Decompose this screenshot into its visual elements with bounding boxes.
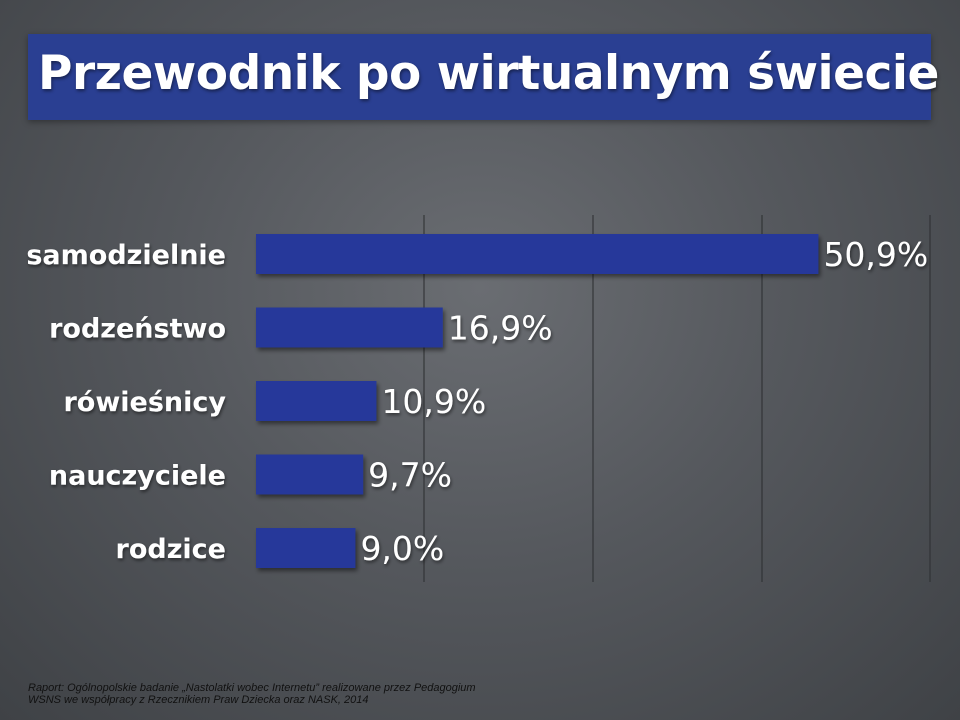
value-label: 9,7% [368,456,452,495]
value-label: 10,9% [381,382,486,421]
page-title: Przewodnik po wirtualnym świecie [38,46,939,101]
bar [256,234,819,274]
bar [256,454,364,495]
bar [256,307,443,348]
category-label: rówieśnicy [63,387,226,418]
source-line-1: Raport: Ogólnopolskie badanie „Nastolatk… [28,682,476,694]
category-label: nauczyciele [49,461,226,492]
bar [256,528,356,568]
value-label: 16,9% [448,309,553,348]
title-bar: Przewodnik po wirtualnym świecie [28,34,939,120]
bar [256,381,377,421]
value-label: 9,0% [360,529,444,568]
value-label: 50,9% [823,235,928,274]
category-label: rodzice [116,534,226,565]
source-line-2: WSNS we współpracy z Rzecznikiem Praw Dz… [28,694,369,706]
category-label: samodzielnie [26,240,226,271]
source-footer: Raport: Ogólnopolskie badanie „Nastolatk… [28,682,476,706]
category-label: rodzeństwo [49,314,226,345]
